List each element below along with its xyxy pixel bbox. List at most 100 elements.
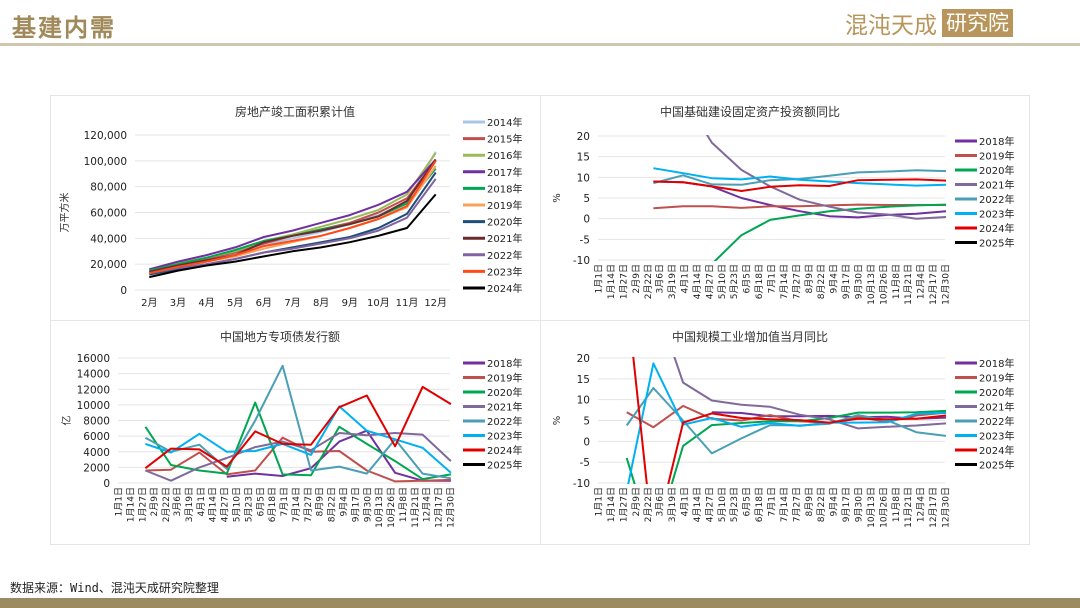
y-tick-label: 8000: [83, 416, 110, 428]
x-tick-label: 3月: [170, 297, 186, 309]
logo-box-text: 研究院: [942, 9, 1013, 37]
x-tick-label: 3月6日: [655, 264, 666, 293]
x-tick-label: 7月: [284, 297, 300, 309]
series-line-2023年: [627, 362, 947, 484]
y-tick-label: -5: [580, 457, 590, 469]
series-line-2024年: [632, 357, 947, 484]
legend-label: 2018年: [487, 357, 522, 370]
x-tick-label: 12月30日: [941, 487, 952, 528]
y-tick-label: 20,000: [90, 259, 127, 271]
series-line-2020年: [625, 409, 947, 484]
x-tick-label: 5月10日: [231, 487, 242, 522]
series-line-2015年: [149, 160, 437, 272]
x-tick-label: 7月27日: [303, 487, 314, 522]
x-tick-label: 10月13日: [866, 264, 877, 305]
x-tick-label: 3月19日: [667, 264, 678, 299]
x-tick-label: 5月23日: [243, 487, 254, 522]
series-line-2024年: [653, 178, 947, 192]
x-tick-label: 8月22日: [816, 264, 827, 299]
x-tick-label: 8月9日: [804, 487, 815, 516]
series-line-2019年: [653, 203, 946, 210]
series-line-2023年: [149, 160, 437, 275]
y-tick-label: 0: [103, 478, 110, 490]
chart-title: 中国地方专项债发行额: [220, 329, 340, 344]
x-tick-label: 7月14日: [291, 487, 302, 522]
y-tick-label: 16000: [77, 353, 110, 365]
y-tick-label: 100,000: [84, 156, 127, 168]
x-tick-label: 2月: [141, 297, 157, 309]
y-tick-label: 5: [583, 193, 590, 205]
x-tick-label: 1月1日: [114, 487, 125, 516]
y-tick-label: 15: [577, 152, 590, 164]
legend-label: 2024年: [487, 282, 522, 295]
legend-label: 2024年: [979, 222, 1014, 235]
series-line-2022年: [144, 364, 452, 480]
chart-title: 房地产竣工面积累计值: [235, 104, 355, 119]
x-tick-label: 11月21日: [410, 487, 421, 528]
legend-label: 2023年: [979, 430, 1014, 443]
x-tick-label: 6月18日: [754, 487, 765, 522]
x-tick-label: 12月17日: [928, 487, 939, 528]
x-tick-label: 9月4日: [829, 487, 840, 516]
x-tick-label: 4月1日: [680, 487, 691, 516]
horizontal-divider: [50, 320, 1030, 321]
x-tick-label: 11月21日: [903, 487, 914, 528]
plot-area: [144, 364, 452, 483]
series-line-2023年: [145, 405, 452, 474]
x-tick-label: 8月22日: [327, 487, 338, 522]
y-tick-label: 0: [583, 214, 590, 226]
page-title: 基建内需: [12, 13, 116, 42]
series-line-2017年: [149, 158, 437, 271]
x-tick-label: 5月10日: [717, 487, 728, 522]
x-tick-label: 7月1日: [279, 487, 290, 516]
legend-label: 2021年: [487, 232, 522, 245]
y-tick-label: 2000: [83, 462, 110, 474]
legend-label: 2018年: [487, 182, 522, 195]
x-tick-label: 11月8日: [398, 487, 409, 522]
x-tick-label: 12月: [424, 297, 447, 309]
logo-text: 混沌天成: [845, 13, 937, 39]
x-tick-label: 10月13日: [866, 487, 877, 528]
legend-label: 2022年: [487, 249, 522, 262]
x-tick-label: 12月30日: [941, 264, 952, 305]
x-tick-label: 12月30日: [446, 487, 457, 528]
y-tick-label: 15: [577, 374, 590, 386]
series-line-2021年: [145, 432, 452, 482]
y-tick-label: 40,000: [90, 233, 127, 245]
x-tick-label: 5月23日: [729, 264, 740, 299]
series-line-2024年: [149, 193, 437, 279]
legend-label: 2025年: [487, 459, 522, 472]
x-tick-label: 2月9日: [149, 487, 160, 516]
x-tick-label: 1月27日: [618, 487, 629, 522]
x-tick-label: 3月19日: [667, 487, 678, 522]
plot-area: [149, 151, 437, 279]
series-line-2018年: [149, 167, 437, 272]
x-tick-label: 7月14日: [779, 264, 790, 299]
data-source-note: 数据来源：Wind、混沌天成研究院整理: [10, 581, 219, 595]
x-tick-label: 6月18日: [267, 487, 278, 522]
header-divider: [0, 43, 1080, 46]
y-tick-label: 12000: [77, 384, 110, 396]
y-tick-label: -10: [573, 478, 590, 490]
chart-svg: 中国基础建设固定资产投资额同比% -10 -5 0 5 10 15 20 1月1日 1月14日 1月…: [552, 104, 1014, 305]
x-tick-label: 9月4日: [338, 487, 349, 516]
x-tick-label: 10月26日: [386, 487, 397, 528]
x-tick-label: 12月4日: [916, 487, 927, 522]
legend-label: 2022年: [487, 415, 522, 428]
legend-label: 2023年: [487, 265, 522, 278]
y-tick-label: -5: [580, 234, 590, 246]
y-axis-label: 万平方米: [58, 193, 71, 233]
legend-label: 2023年: [487, 430, 522, 443]
x-tick-label: 7月1日: [767, 264, 778, 293]
x-tick-label: 3月6日: [172, 487, 183, 516]
legend-label: 2020年: [487, 216, 522, 229]
chart-completed-floor-area: 房地产竣工面积累计值 万平方米 0 20,000 40,000 60,000 80,000 1…: [50, 95, 540, 320]
x-tick-label: 8月9日: [315, 487, 326, 516]
legend-label: 2018年: [979, 135, 1014, 148]
x-tick-label: 4月1日: [196, 487, 207, 516]
x-tick-label: 11月8日: [891, 264, 902, 299]
series-line-2021年: [705, 135, 947, 220]
legend-label: 2024年: [979, 444, 1014, 457]
